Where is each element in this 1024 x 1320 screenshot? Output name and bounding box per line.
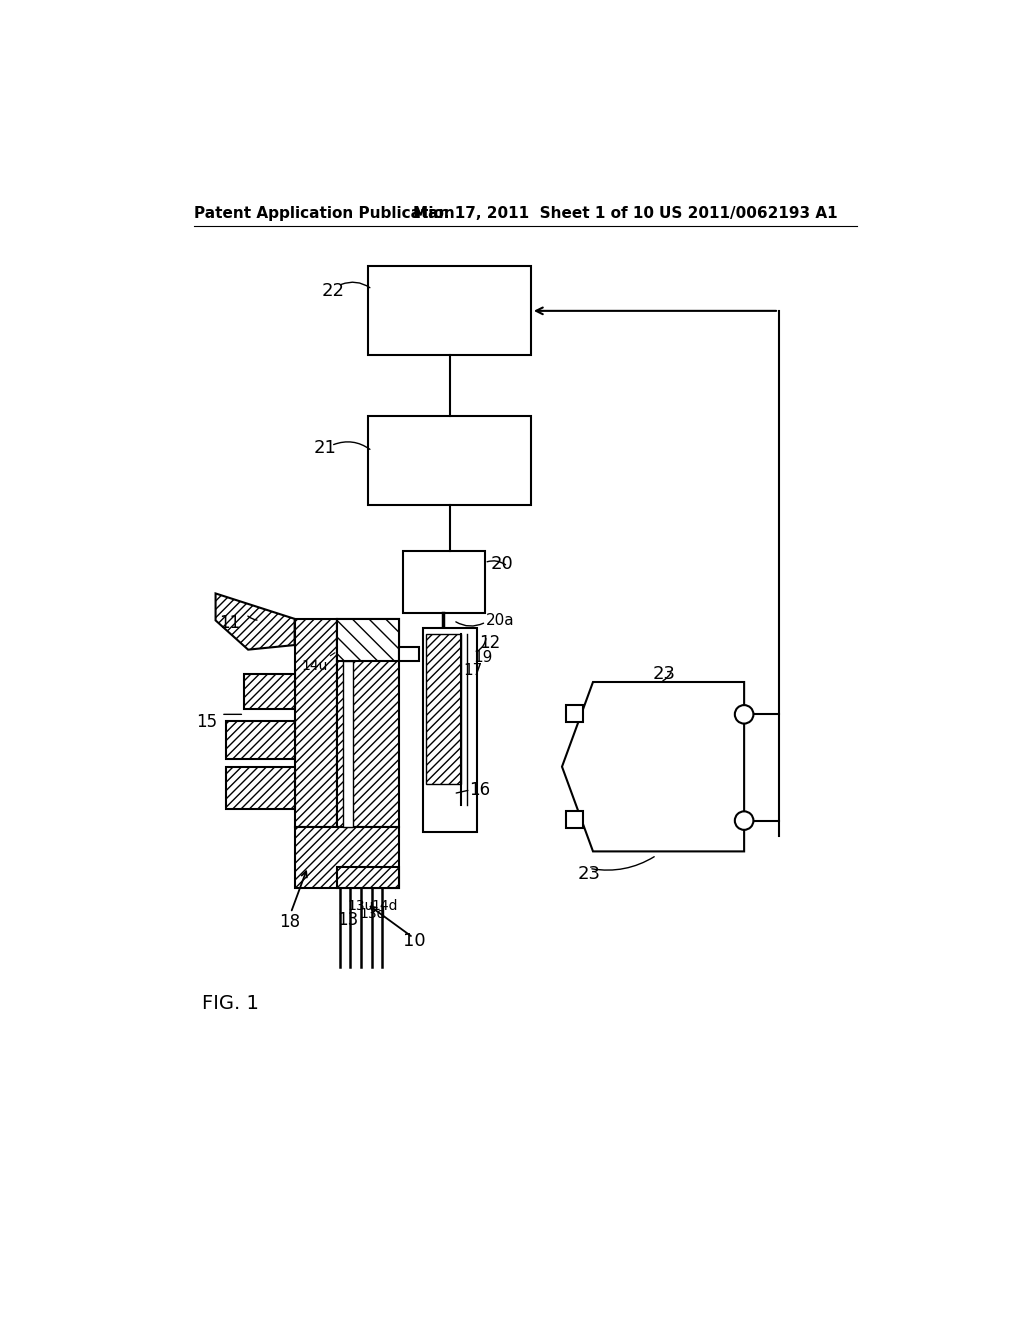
Polygon shape [562,682,744,851]
Circle shape [735,705,754,723]
Bar [226,767,295,809]
Text: 14d: 14d [372,899,398,913]
Bar [337,619,399,826]
Bar [295,826,399,888]
Text: Patent Application Publication: Patent Application Publication [194,206,455,222]
Text: 13d: 13d [359,907,385,921]
Bar [566,705,583,722]
Bar [295,619,337,826]
Text: 14u: 14u [302,659,328,673]
Bar [226,721,295,759]
Text: 13u: 13u [347,899,374,913]
Text: 16: 16 [469,780,490,799]
Text: Mar. 17, 2011  Sheet 1 of 10: Mar. 17, 2011 Sheet 1 of 10 [414,206,654,222]
Bar [226,721,295,759]
Text: 22: 22 [322,281,345,300]
Polygon shape [216,594,295,649]
Bar [423,628,477,832]
Bar [337,867,399,888]
Bar [369,267,531,355]
Bar [369,416,531,506]
Circle shape [735,812,754,830]
Bar [245,675,295,709]
Text: US 2011/0062193 A1: US 2011/0062193 A1 [658,206,838,222]
Text: 18: 18 [280,913,300,931]
Text: 20a: 20a [486,612,515,628]
Text: FIG. 1: FIG. 1 [202,994,258,1012]
Text: 20: 20 [490,554,513,573]
Text: 19: 19 [473,649,493,665]
Bar [403,552,484,612]
Bar [426,635,461,784]
Bar [343,661,352,826]
Bar [226,767,295,809]
Text: 13: 13 [337,911,358,929]
Text: 23: 23 [578,866,600,883]
Text: 11: 11 [219,614,241,632]
Text: 10: 10 [403,932,426,950]
Text: 15: 15 [196,713,217,731]
Text: 21: 21 [314,440,337,458]
Text: 23: 23 [652,665,676,682]
Bar [399,647,419,661]
Bar [566,812,583,829]
Text: 12: 12 [479,635,501,652]
Text: 17: 17 [464,663,483,677]
Bar [337,619,399,661]
Bar [245,675,295,709]
